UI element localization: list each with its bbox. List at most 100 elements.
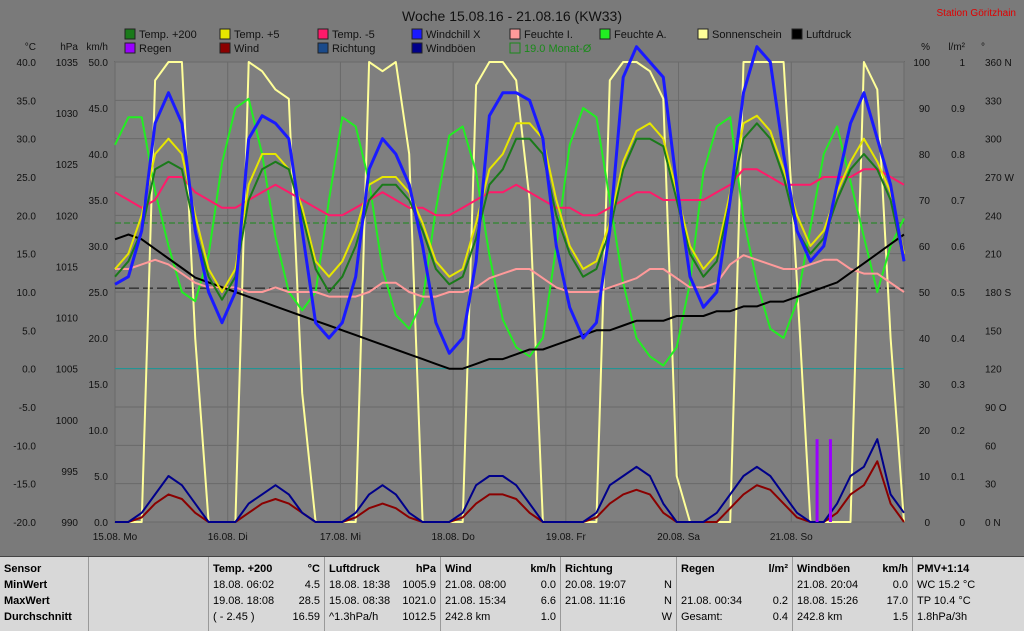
tick-label-x: 21.08. So bbox=[770, 532, 813, 543]
axis-unit-right: ° bbox=[981, 42, 985, 53]
sensor-row-avg: Durchschnitt bbox=[4, 611, 72, 623]
axis-layer: °C40.035.030.025.020.015.010.05.00.0-5.0… bbox=[13, 42, 1014, 543]
gusts-unit: km/h bbox=[882, 563, 908, 575]
legend-item: Wind bbox=[219, 42, 259, 55]
pressure-title: Luftdruck bbox=[329, 563, 380, 575]
legend-label: Regen bbox=[139, 43, 171, 55]
wind-min-value: 0.0 bbox=[540, 579, 556, 591]
legend-label: Windchill X bbox=[426, 29, 481, 41]
gusts-avg-value: 1.5 bbox=[892, 611, 908, 623]
legend-label: Luftdruck bbox=[806, 29, 852, 41]
legend-item: Temp. +200 bbox=[124, 28, 197, 41]
legend-item: Temp. +5 bbox=[219, 28, 280, 41]
tick-label-right: 10 bbox=[919, 472, 931, 483]
tick-label-left: 1005 bbox=[56, 365, 79, 376]
legend-label: Richtung bbox=[332, 43, 375, 55]
tick-label-right: 0.1 bbox=[951, 472, 965, 483]
series-temp-5 bbox=[114, 114, 905, 293]
rain-unit: l/m² bbox=[768, 563, 788, 575]
col-pressure: Luftdruck hPa 18.08. 18:38 1005.9 15.08. 0… bbox=[324, 557, 440, 631]
tick-label-left: -15.0 bbox=[13, 480, 36, 491]
col-rain: Regen l/m² 21.08. 00:34 0.2 Gesamt: 0.4 bbox=[676, 557, 792, 631]
tick-label-right: 150 bbox=[985, 326, 1002, 337]
col-sensor: Sensor MinWert MaxWert Durchschnitt bbox=[0, 557, 88, 631]
direction-min-value: N bbox=[664, 579, 672, 591]
tick-label-right: 240 bbox=[985, 211, 1002, 222]
legend-label: Feuchte I. bbox=[524, 29, 573, 41]
col-temp: Temp. +200 °C 18.08. 06:02 4.5 19.08. 18:0… bbox=[208, 557, 324, 631]
tick-label-left: 40.0 bbox=[89, 150, 109, 161]
tick-label-left: 25.0 bbox=[89, 288, 109, 299]
rain-max-time: 21.08. 00:34 bbox=[681, 595, 743, 607]
stats-table: Sensor MinWert MaxWert Durchschnitt Temp… bbox=[0, 556, 1024, 631]
legend-swatch bbox=[411, 42, 423, 54]
legend-swatch bbox=[509, 28, 521, 40]
legend-item: Windchill X bbox=[411, 28, 481, 41]
tick-label-right: 0.3 bbox=[951, 380, 965, 391]
tick-label-right: 90 O bbox=[985, 403, 1007, 414]
tick-label-left: 1020 bbox=[56, 211, 79, 222]
wind-avg-value: 1.0 bbox=[540, 611, 556, 623]
direction-avg-value: W bbox=[661, 611, 672, 623]
pressure-unit: hPa bbox=[415, 563, 436, 575]
tick-label-left: 30.0 bbox=[89, 242, 109, 253]
tick-label-left: 20.0 bbox=[17, 211, 37, 222]
legend-item: Sonnenschein bbox=[697, 28, 782, 41]
series-feuchte-a- bbox=[114, 97, 905, 367]
rain-title: Regen bbox=[681, 563, 715, 575]
legend-item: Richtung bbox=[317, 42, 375, 55]
direction-max-time: 21.08. 11:16 bbox=[565, 595, 626, 607]
tick-label-left: -20.0 bbox=[13, 518, 36, 529]
tick-label-right: 0.7 bbox=[951, 196, 965, 207]
tick-label-left: 1010 bbox=[56, 314, 79, 325]
weather-chart: °C40.035.030.025.020.015.010.05.00.0-5.0… bbox=[13, 8, 1016, 543]
tick-label-right: 300 bbox=[985, 135, 1002, 146]
pressure-trend: ^1.3hPa/h bbox=[329, 611, 379, 623]
legend-item: Temp. -5 bbox=[317, 28, 375, 41]
legend-label: Temp. +200 bbox=[139, 29, 197, 41]
axis-unit-left: hPa bbox=[60, 42, 78, 53]
temp-max-value: 28.5 bbox=[298, 595, 320, 607]
legend-swatch bbox=[317, 42, 329, 54]
temp-max-time: 19.08. 18:08 bbox=[213, 595, 275, 607]
rain-bar bbox=[828, 439, 832, 522]
series-luftdruck bbox=[114, 233, 905, 370]
sensor-row-max: MaxWert bbox=[4, 595, 50, 607]
tick-label-left: 50.0 bbox=[89, 58, 109, 69]
tick-label-right: 60 bbox=[919, 242, 931, 253]
col-empty bbox=[88, 557, 208, 631]
tick-label-left: 25.0 bbox=[17, 173, 37, 184]
tick-label-right: 360 N bbox=[985, 58, 1012, 69]
temp-title: Temp. +200 bbox=[213, 563, 273, 575]
tick-label-left: 15.0 bbox=[89, 380, 109, 391]
tick-label-x: 20.08. Sa bbox=[657, 532, 700, 543]
tick-label-left: 1015 bbox=[56, 262, 79, 273]
rain-bar bbox=[815, 439, 819, 522]
legend-swatch bbox=[509, 42, 521, 54]
sensor-row-min: MinWert bbox=[4, 579, 48, 591]
axis-unit-left: °C bbox=[25, 42, 36, 53]
gusts-max-value: 17.0 bbox=[886, 595, 908, 607]
tick-label-right: 70 bbox=[919, 196, 931, 207]
tick-label-right: 30 bbox=[985, 480, 997, 491]
legend-item: Feuchte A. bbox=[599, 28, 667, 41]
series-layer bbox=[114, 45, 906, 523]
gusts-min-value: 0.0 bbox=[892, 579, 908, 591]
pmv-title: PMV+1:14 bbox=[917, 563, 970, 575]
legend-item: Luftdruck bbox=[791, 28, 852, 41]
series-sonnenschein bbox=[115, 61, 905, 523]
wind-min-time: 21.08. 08:00 bbox=[445, 579, 507, 591]
direction-title: Richtung bbox=[565, 563, 613, 575]
legend-swatch bbox=[219, 42, 231, 54]
tick-label-right: 0 N bbox=[985, 518, 1001, 529]
tick-label-left: 995 bbox=[61, 467, 78, 478]
tick-label-right: 0 bbox=[959, 518, 965, 529]
series-windchill-x bbox=[114, 45, 906, 355]
pressure-min-time: 18.08. 18:38 bbox=[329, 579, 391, 591]
pmv-pressure-trend: 1.8hPa/3h bbox=[917, 611, 968, 623]
pmv-dewpoint: TP 10.4 °C bbox=[917, 595, 971, 607]
wind-title: Wind bbox=[445, 563, 472, 575]
pmv-windchill: WC 15.2 °C bbox=[917, 579, 976, 591]
tick-label-left: 990 bbox=[61, 518, 78, 529]
col-direction: Richtung 20.08. 19:07 N 21.08. 11:16 N W bbox=[560, 557, 676, 631]
